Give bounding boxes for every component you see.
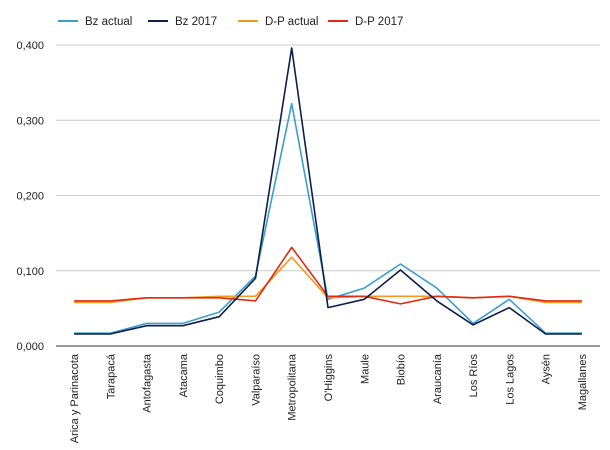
legend-label: Bz actual — [85, 16, 132, 28]
x-tick-label: Valparaíso — [250, 354, 262, 406]
y-tick-label: 0,300 — [16, 115, 44, 127]
x-tick-label: Antofagasta — [142, 353, 154, 413]
series-line-bz-actual — [74, 102, 582, 335]
x-tick-label: Coquimbo — [214, 354, 226, 404]
y-tick-label: 0,100 — [16, 266, 44, 278]
x-tick-label: Atacama — [178, 353, 190, 397]
x-tick-label: Magallanes — [577, 354, 589, 411]
x-tick-label: Aysén — [541, 354, 553, 384]
y-tick-label: 0,000 — [16, 341, 44, 353]
legend-label: D-P actual — [265, 16, 318, 28]
x-tick-label: Araucanía — [432, 353, 444, 404]
x-tick-label: Los Ríos — [468, 354, 480, 398]
legend-label: D-P 2017 — [355, 16, 403, 28]
x-tick-label: Arica y Parinacota — [69, 353, 81, 443]
x-tick-label: Biobío — [396, 354, 408, 385]
x-tick-label: Tarapacá — [105, 353, 117, 399]
y-axis-ticks: 0,000 0,100 0,200 0,300 0,400 — [16, 40, 44, 353]
series-line-bz-2017 — [74, 47, 582, 335]
series-line-d-p-2017 — [74, 246, 582, 305]
y-tick-label: 0,400 — [16, 40, 44, 52]
x-tick-label: Metropolitana — [287, 353, 299, 421]
x-axis-ticks: Arica y Parinacota Tarapacá Antofagasta Ata… — [69, 353, 589, 443]
x-tick-label: Maule — [359, 354, 371, 384]
series-layer — [74, 47, 582, 335]
grid-layer — [56, 44, 600, 347]
legend-label: Bz 2017 — [175, 16, 217, 28]
x-tick-label: Los Lagos — [504, 354, 516, 405]
legend: Bz actual Bz 2017 D-P actual D-P 2017 — [58, 16, 403, 28]
y-tick-label: 0,200 — [16, 191, 44, 203]
x-tick-label: O'Higgins — [323, 354, 335, 402]
